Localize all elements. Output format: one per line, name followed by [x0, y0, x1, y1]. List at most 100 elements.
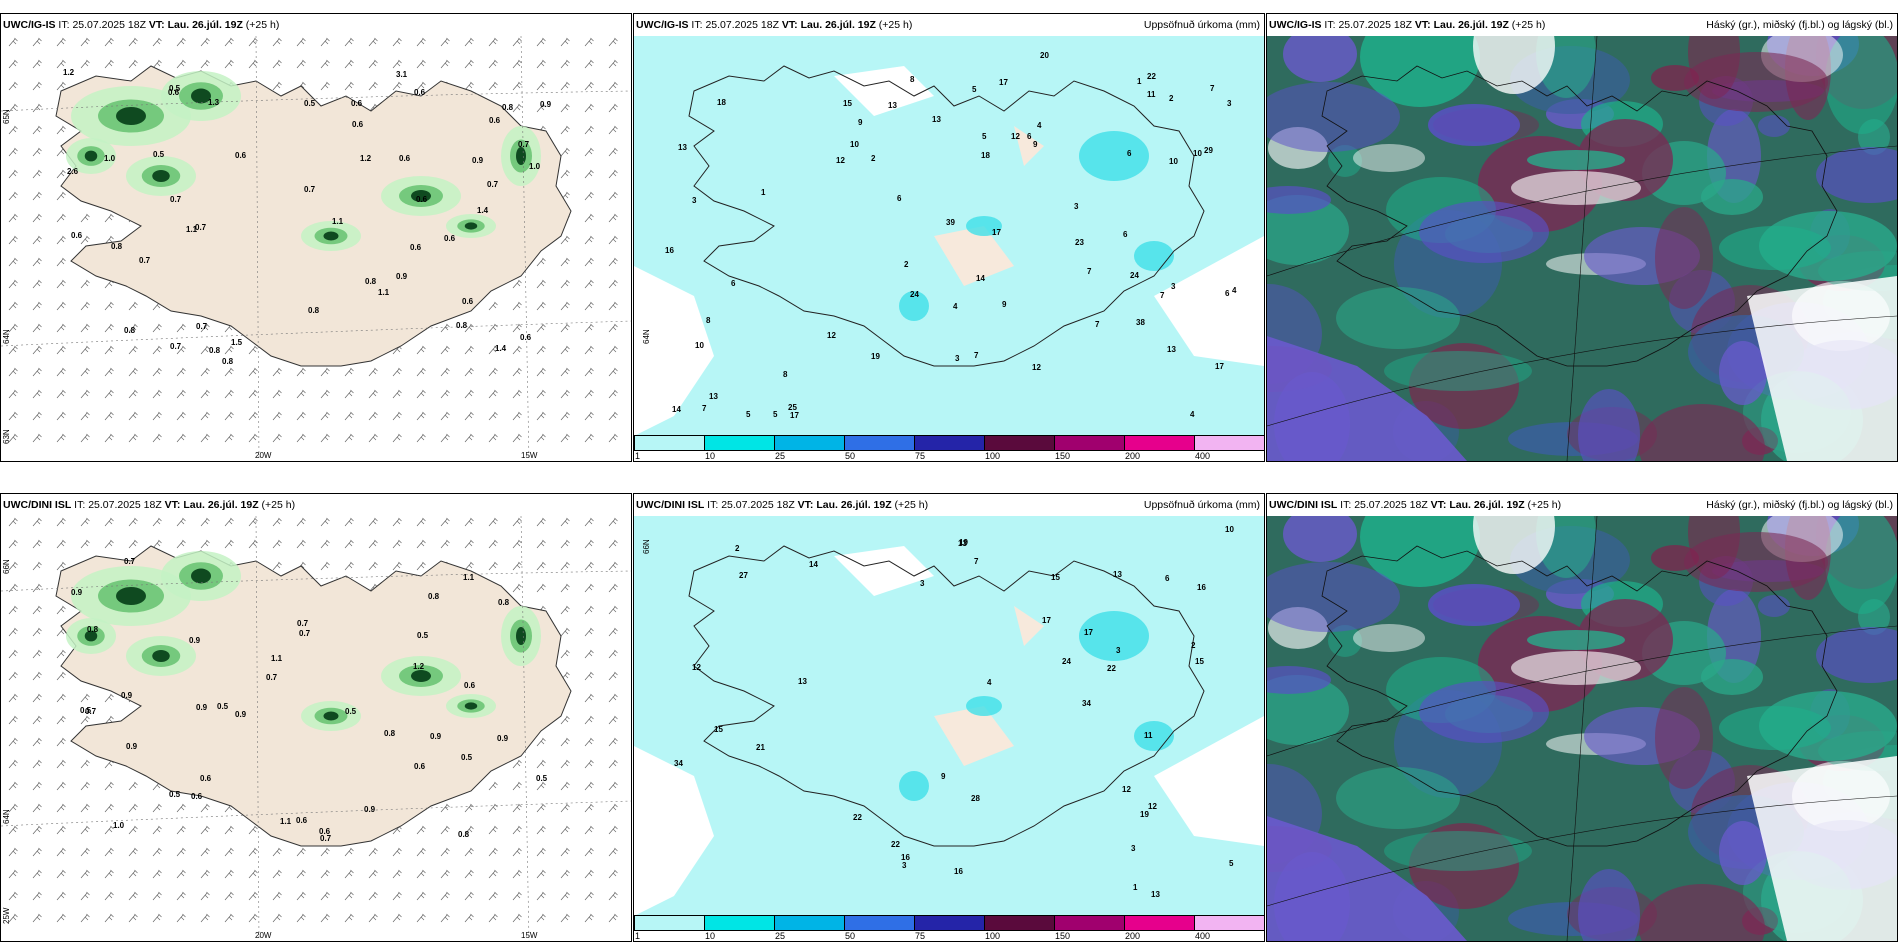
- precip-value: 1.1: [378, 288, 390, 297]
- colorbar-tick: 100: [985, 451, 1001, 461]
- panel-header: UWC/DINI ISL IT: 25.07.2025 18Z VT: Lau.…: [634, 494, 1264, 516]
- accum-map: 1314133231241513281619213422310191724272…: [634, 516, 1264, 916]
- colorbar: 1 10 25 50 75 100 150 200 400: [634, 915, 1264, 941]
- lat-label: 25W: [2, 907, 11, 924]
- precip-value: 0.8: [308, 306, 320, 315]
- precip-value: 0.7: [297, 619, 309, 628]
- valid-time: Lau. 26.júl. 19Z: [1449, 499, 1525, 511]
- accum-value: 7: [1095, 320, 1100, 329]
- accum-value: 19: [1140, 810, 1149, 819]
- accum-value: 3: [902, 861, 907, 870]
- accum-value: 13: [1167, 345, 1176, 354]
- colorbar-tick: 200: [1125, 451, 1141, 461]
- vt-label: VT:: [1430, 499, 1447, 511]
- precip-value: 0.6: [399, 154, 411, 163]
- lead-time: (+25 h): [1527, 499, 1562, 511]
- accum-value: 1: [761, 188, 766, 197]
- it-label: IT:: [1340, 499, 1352, 511]
- accum-value: 24: [1130, 271, 1139, 280]
- precip-value: 0.9: [497, 734, 509, 743]
- accum-value: 12: [836, 156, 845, 165]
- colorbar-tick: 50: [845, 931, 856, 941]
- precip-value: 0.9: [430, 732, 442, 741]
- precip-value: 0.6: [319, 827, 331, 836]
- panel-title: Háský (gr.), miðský (fj.bl.) og lágský (…: [1706, 19, 1893, 31]
- accum-value: 5: [746, 410, 751, 419]
- colorbar-swatch: [774, 915, 845, 931]
- accum-value: 10: [1169, 157, 1178, 166]
- colorbar-tick: 400: [1195, 931, 1211, 941]
- accum-value: 5: [972, 85, 977, 94]
- accum-value: 16: [901, 853, 910, 862]
- panel-ig-precip: UWC/IG-IS IT: 25.07.2025 18Z VT: Lau. 26…: [0, 13, 632, 462]
- colorbar-tick: 25: [775, 931, 786, 941]
- init-time: 25.07.2025 18Z: [88, 499, 162, 511]
- accum-value: 17: [1215, 362, 1224, 371]
- accum-value: 34: [1082, 699, 1091, 708]
- colorbar-tick: 150: [1055, 931, 1071, 941]
- panel-ig-clouds: UWC/IG-IS IT: 25.07.2025 18Z VT: Lau. 26…: [1266, 13, 1898, 462]
- precip-value: 0.7: [85, 707, 97, 716]
- colorbar-swatch: [984, 435, 1055, 451]
- model-name: UWC/IG-IS: [1269, 19, 1322, 31]
- colorbar-swatch: [1124, 435, 1195, 451]
- accum-value: 17: [992, 228, 1001, 237]
- precip-value: 1.1: [271, 654, 283, 663]
- precip-value: 1.0: [529, 162, 541, 171]
- precip-value: 0.8: [124, 326, 136, 335]
- vt-label: VT:: [164, 499, 181, 511]
- precip-value: 0.6: [414, 762, 426, 771]
- accum-value: 5: [1229, 859, 1234, 868]
- precip-value: 0.7: [139, 256, 151, 265]
- accum-value: 12: [692, 663, 701, 672]
- accum-value: 17: [1084, 628, 1093, 637]
- lead-time: (+25 h): [1511, 19, 1546, 31]
- precip-value: 0.8: [111, 242, 123, 251]
- colorbar-swatch: [1124, 915, 1195, 931]
- accum-value: 10: [1193, 149, 1202, 158]
- valid-time: Lau. 26.júl. 19Z: [800, 19, 876, 31]
- it-label: IT:: [1324, 19, 1336, 31]
- precip-value: 0.6: [444, 234, 456, 243]
- accum-value: 9: [858, 118, 863, 127]
- precip-value: 0.6: [235, 151, 247, 160]
- accum-value: 12: [1148, 802, 1157, 811]
- precip-value: 0.7: [304, 185, 316, 194]
- accum-value: 5: [773, 410, 778, 419]
- precip-map: 1.00.60.70.80.5 0.6 0.61.30.80.90.80.60.60…: [1, 36, 631, 461]
- model-name: UWC/DINI ISL: [636, 499, 705, 511]
- panel-title: Uppsöfnuð úrkoma (mm): [1143, 499, 1260, 511]
- accum-value: 7: [974, 351, 979, 360]
- colorbar-tick: 1: [635, 931, 641, 941]
- init-time: 25.07.2025 18Z: [1354, 499, 1428, 511]
- lon-label: 20W: [255, 451, 272, 460]
- accum-value: 27: [739, 571, 748, 580]
- accum-value: 8: [783, 370, 788, 379]
- colorbar-tick: 75: [915, 931, 926, 941]
- colorbar-swatch: [914, 435, 985, 451]
- accum-value: 3: [1116, 646, 1121, 655]
- precip-value: 0.9: [189, 636, 201, 645]
- accum-value: 14: [672, 405, 681, 414]
- colorbar-swatch: [984, 915, 1055, 931]
- colorbar-swatch: [704, 435, 775, 451]
- colorbar-tick: 50: [845, 451, 856, 461]
- accum-value: 7: [1210, 84, 1215, 93]
- accum-value: 14: [809, 560, 818, 569]
- accum-value: 4: [1037, 121, 1042, 130]
- panel-title: Háský (gr.), miðský (fj.bl.) og lágský (…: [1706, 499, 1893, 511]
- panel-header: UWC/IG-IS IT: 25.07.2025 18Z VT: Lau. 26…: [1, 14, 631, 36]
- precip-value: 0.9: [472, 156, 484, 165]
- valid-time: Lau. 26.júl. 19Z: [1433, 19, 1509, 31]
- panel-dini-precip: UWC/DINI ISL IT: 25.07.2025 18Z VT: Lau.…: [0, 493, 632, 942]
- accum-value: 18: [981, 151, 990, 160]
- precip-value: 0.6: [351, 99, 363, 108]
- colorbar-swatch: [704, 915, 775, 931]
- precip-value: 0.8: [209, 346, 221, 355]
- accum-value: 12: [1011, 132, 1020, 141]
- panel-header: UWC/IG-IS IT: 25.07.2025 18Z VT: Lau. 26…: [1267, 14, 1897, 36]
- precip-value: 0.7: [320, 834, 332, 843]
- it-label: IT:: [74, 499, 86, 511]
- precip-value: 0.6: [462, 297, 474, 306]
- accum-value: 6: [1165, 574, 1170, 583]
